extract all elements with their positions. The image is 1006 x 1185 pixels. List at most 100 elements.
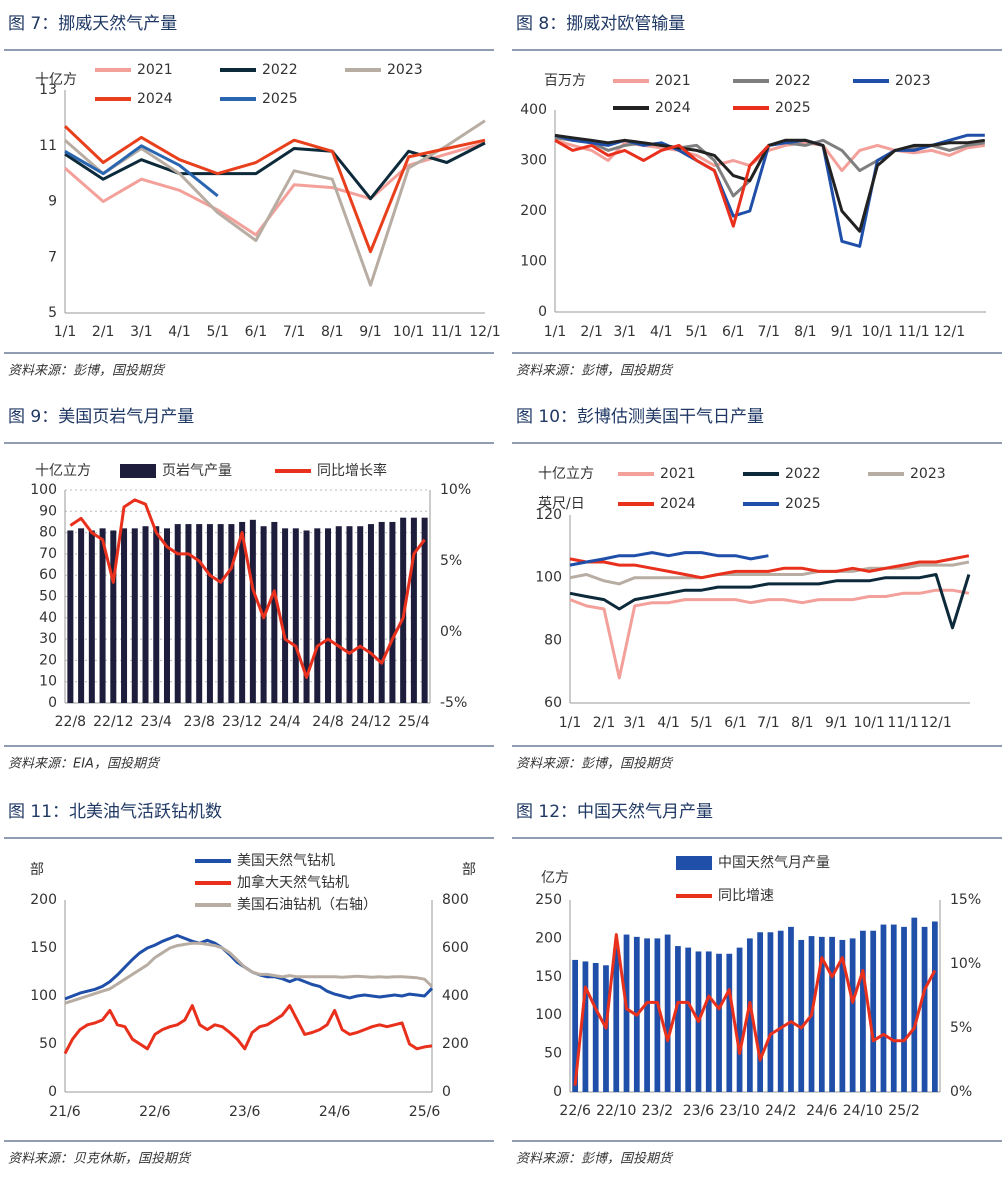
- y-tick-label: 150: [30, 940, 57, 956]
- bar: [716, 953, 722, 1092]
- bar: [860, 930, 866, 1092]
- figure-title: 图 8：挪威对欧管输量: [516, 14, 685, 34]
- x-tick-label: 9/1: [825, 715, 848, 731]
- bar: [726, 953, 733, 1092]
- bar: [196, 524, 203, 703]
- y-tick-label: 200: [520, 203, 547, 219]
- legend-label: 2023: [895, 73, 931, 89]
- bar: [357, 526, 364, 703]
- x-tick-label: 7/1: [283, 324, 306, 340]
- legend-label: 2025: [785, 496, 821, 512]
- series-line: [569, 573, 971, 630]
- x-tick-label: 10/1: [393, 324, 424, 340]
- series-line: [569, 588, 970, 680]
- y2-tick-label: 10%: [440, 482, 471, 498]
- series-line: [64, 941, 434, 1005]
- x-tick-label: 23/12: [222, 714, 262, 730]
- x-tick-label: 2/1: [580, 324, 603, 340]
- y-axis-label: 十亿立方: [538, 466, 594, 482]
- y2-tick-label: 5%: [950, 1020, 972, 1036]
- x-tick-label: 1/1: [544, 324, 567, 340]
- legend-label: 2022: [785, 466, 821, 482]
- figure-title: 图 9：美国页岩气月产量: [8, 407, 194, 427]
- y-axis-label: 十亿立方: [35, 463, 91, 479]
- legend-label: 加拿大天然气钻机: [237, 874, 349, 891]
- bar: [644, 938, 650, 1092]
- bar: [121, 528, 128, 703]
- y-tick-label: 30: [39, 631, 57, 647]
- figure-title: 图 11：北美油气活跃钻机数: [8, 802, 222, 822]
- bar: [705, 951, 712, 1092]
- figure-title: 图 12：中国天然气月产量: [516, 802, 713, 822]
- bar: [410, 517, 417, 703]
- y2-tick-label: 5%: [440, 553, 462, 569]
- bar: [767, 932, 774, 1092]
- legend-label: 2024: [655, 100, 691, 116]
- x-tick-label: 12/1: [469, 324, 500, 340]
- x-tick-label: 23/6: [229, 1104, 261, 1120]
- x-tick-label: 7/1: [757, 324, 780, 340]
- legend-label: 2022: [262, 62, 298, 78]
- bar: [798, 939, 805, 1092]
- legend-label: 美国天然气钻机: [237, 852, 335, 869]
- x-tick-label: 23/10: [719, 1103, 759, 1119]
- x-tick-label: 3/1: [130, 324, 153, 340]
- x-tick-label: 23/6: [683, 1103, 715, 1119]
- legend-swatch: [120, 464, 156, 478]
- figure-title: 图 10：彭博估测美国干气日产量: [516, 407, 764, 427]
- x-tick-label: 7/1: [757, 715, 780, 731]
- figure-title: 图 7：挪威天然气产量: [8, 14, 177, 34]
- bar: [163, 528, 170, 703]
- x-tick-label: 5/1: [690, 715, 713, 731]
- x-tick-label: 8/1: [321, 324, 344, 340]
- series-line: [573, 933, 937, 1086]
- series-line: [64, 144, 219, 198]
- bar: [421, 517, 428, 703]
- bar: [880, 924, 887, 1092]
- legend-label: 2024: [137, 91, 173, 107]
- x-tick-label: 24/10: [843, 1103, 883, 1119]
- y-axis-label: 十亿方: [35, 72, 77, 88]
- y-tick-label: 0: [48, 695, 57, 711]
- bar: [88, 530, 95, 703]
- bar: [870, 930, 877, 1092]
- y-tick-label: 50: [39, 1036, 57, 1052]
- y-tick-label: 100: [535, 570, 562, 586]
- x-tick-label: 8/1: [794, 324, 817, 340]
- bar: [239, 521, 246, 703]
- source-note: 资料来源：EIA，国投期货: [8, 757, 161, 772]
- y2-tick-label: 10%: [950, 956, 981, 972]
- bar: [142, 526, 149, 703]
- bar: [367, 524, 374, 703]
- bar: [78, 528, 85, 703]
- y-tick-label: 100: [30, 988, 57, 1004]
- y-tick-label: 40: [39, 610, 57, 626]
- bar: [911, 917, 918, 1092]
- x-tick-label: 6/1: [722, 324, 745, 340]
- legend-label: 2023: [910, 466, 946, 482]
- y-tick-label: 300: [520, 153, 547, 169]
- x-tick-label: 12/1: [934, 324, 965, 340]
- x-tick-label: 9/1: [831, 324, 854, 340]
- legend-label: 2021: [660, 466, 696, 482]
- x-tick-label: 4/1: [657, 715, 680, 731]
- bar: [654, 938, 661, 1092]
- y-tick-label: 10: [39, 674, 57, 690]
- x-tick-label: 25/4: [398, 714, 430, 730]
- legend-label: 2025: [775, 100, 811, 116]
- x-tick-label: 11/1: [887, 715, 918, 731]
- x-tick-label: 22/10: [596, 1103, 636, 1119]
- source-note: 资料来源：彭博，国投期货: [516, 1152, 674, 1167]
- legend-label: 同比增速: [718, 888, 774, 904]
- x-tick-label: 22/8: [55, 714, 86, 730]
- x-tick-label: 2/1: [593, 715, 616, 731]
- x-tick-label: 12/1: [920, 715, 951, 731]
- source-note: 资料来源：彭博，国投期货: [8, 364, 166, 379]
- bar: [228, 524, 235, 703]
- series-line: [569, 560, 970, 586]
- bar: [890, 924, 897, 1092]
- y-tick-label: 100: [520, 254, 547, 270]
- y-tick-label: 0: [553, 1084, 562, 1100]
- bar: [788, 926, 794, 1092]
- bar: [217, 524, 224, 703]
